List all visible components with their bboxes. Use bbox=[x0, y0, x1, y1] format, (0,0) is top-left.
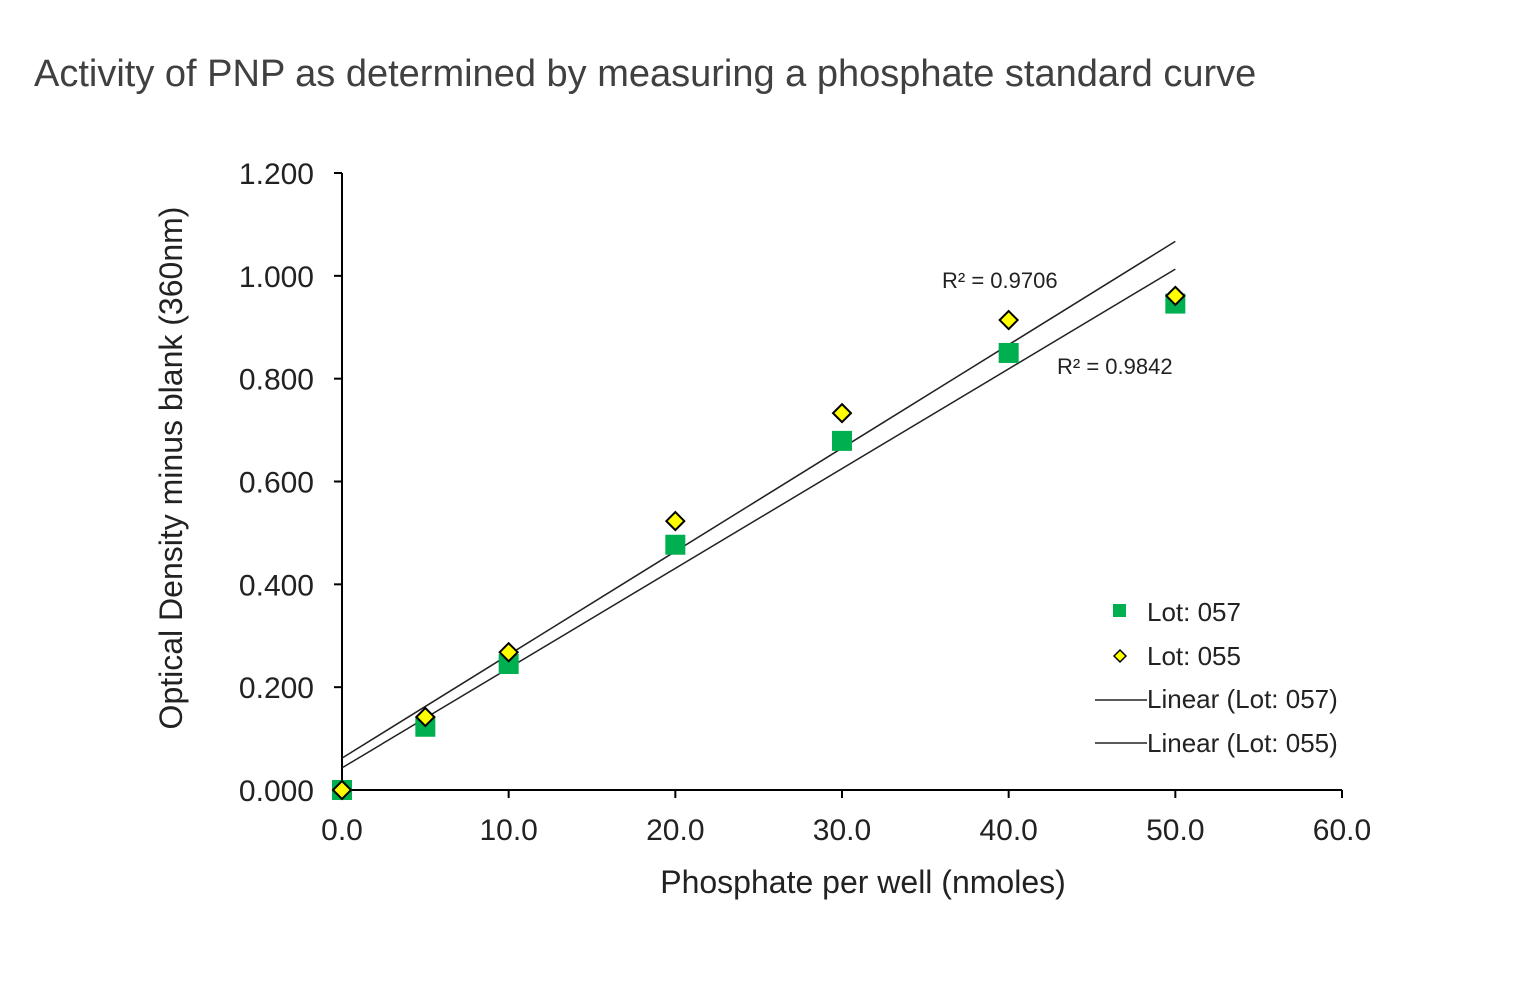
x-tick-label: 60.0 bbox=[1313, 814, 1371, 847]
data-point-square bbox=[665, 534, 686, 555]
data-points bbox=[331, 285, 1186, 801]
y-tick-label: 0.000 bbox=[239, 775, 314, 808]
y-tick-label: 0.400 bbox=[239, 569, 314, 602]
x-tick-label: 50.0 bbox=[1146, 814, 1204, 847]
x-tick-label: 40.0 bbox=[979, 814, 1037, 847]
data-point-square bbox=[832, 430, 852, 451]
x-axis-label: Phosphate per well (nmoles) bbox=[660, 864, 1066, 900]
data-point-diamond bbox=[414, 706, 436, 728]
data-point-square bbox=[498, 654, 519, 675]
trendline bbox=[341, 268, 1176, 769]
data-point-diamond bbox=[498, 641, 520, 663]
legend-label-linear-055: Linear (Lot: 055) bbox=[1147, 728, 1338, 758]
y-tick-label: 1.000 bbox=[239, 261, 314, 294]
trendlines bbox=[341, 240, 1176, 769]
legend-label-lot-057: Lot: 057 bbox=[1147, 597, 1241, 627]
legend-marker-lot-055 bbox=[1112, 648, 1128, 664]
y-tick-label: 0.800 bbox=[239, 364, 314, 397]
y-tick-label: 0.200 bbox=[239, 672, 314, 705]
x-tick-label: 30.0 bbox=[813, 814, 871, 847]
trendline bbox=[341, 240, 1176, 759]
legend: Lot: 057 Lot: 055 Linear (Lot: 057) Line… bbox=[1095, 597, 1338, 758]
data-point-diamond bbox=[331, 779, 353, 801]
x-tick-label: 20.0 bbox=[646, 814, 704, 847]
legend-label-linear-057: Linear (Lot: 057) bbox=[1147, 684, 1338, 714]
x-tick-label: 10.0 bbox=[479, 814, 537, 847]
legend-label-lot-055: Lot: 055 bbox=[1147, 641, 1241, 671]
r2-label-lot-057: R² = 0.9842 bbox=[1057, 354, 1173, 379]
data-point-diamond bbox=[1164, 285, 1186, 307]
r2-label-lot-055: R² = 0.9706 bbox=[942, 268, 1058, 293]
data-point-square bbox=[998, 342, 1019, 363]
legend-marker-lot-057 bbox=[1113, 604, 1126, 617]
y-tick-label: 1.200 bbox=[239, 158, 314, 191]
x-tick-label: 0.0 bbox=[321, 814, 363, 847]
axes: 0.0 10.0 20.0 30.0 40.0 50.0 60.0 0.000 0.200 0.4… bbox=[239, 158, 1371, 847]
data-point-diamond bbox=[664, 510, 686, 532]
data-point-diamond bbox=[831, 402, 853, 424]
y-axis-label: Optical Density minus blank (360nm) bbox=[153, 207, 189, 730]
y-tick-label: 0.600 bbox=[239, 467, 314, 500]
chart-title: Activity of PNP as determined by measuri… bbox=[34, 53, 1256, 95]
data-point-diamond bbox=[998, 309, 1020, 331]
